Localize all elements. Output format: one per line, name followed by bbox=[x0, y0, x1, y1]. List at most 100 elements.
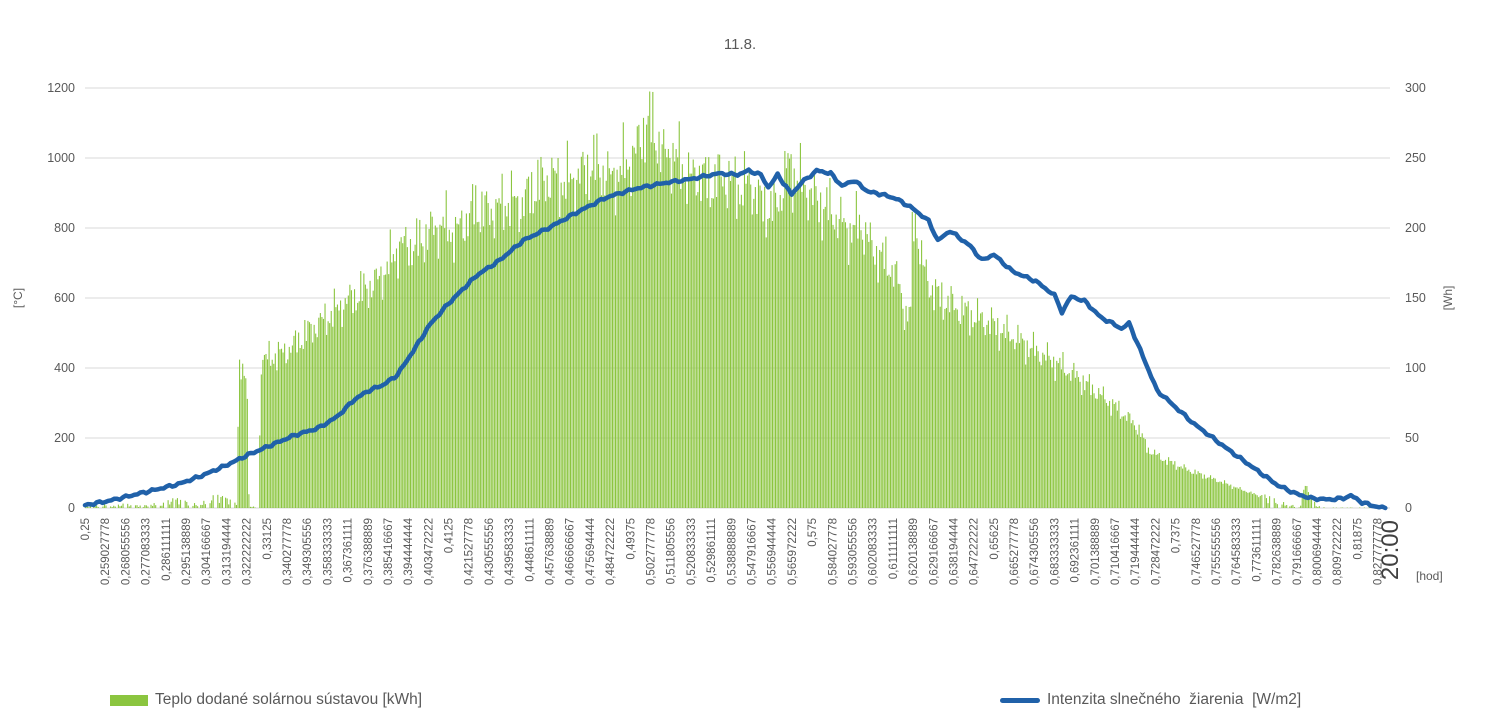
heat-bar bbox=[262, 359, 264, 508]
x-axis-tick: 0,259027778 bbox=[100, 518, 112, 585]
heat-bar bbox=[1036, 345, 1038, 508]
heat-bar bbox=[159, 505, 161, 508]
heat-bar bbox=[804, 184, 806, 508]
heat-bar bbox=[986, 324, 988, 508]
heat-bar bbox=[1264, 494, 1266, 508]
heat-bar bbox=[97, 506, 99, 508]
heat-bar bbox=[916, 238, 918, 509]
heat-bar bbox=[790, 154, 792, 508]
heat-bar bbox=[927, 281, 929, 508]
x-axis-tick: 0,638194444 bbox=[948, 517, 960, 585]
heat-bar bbox=[1121, 416, 1123, 508]
heat-bar bbox=[476, 222, 478, 508]
heat-bar bbox=[1067, 374, 1069, 508]
heat-bar bbox=[162, 502, 165, 508]
heat-bar bbox=[1332, 507, 1334, 508]
heat-bar bbox=[942, 319, 944, 508]
x-axis-tick: 0,547916667 bbox=[746, 518, 758, 585]
heat-bar bbox=[397, 278, 399, 508]
heat-bar bbox=[546, 175, 548, 508]
heat-bar bbox=[543, 180, 545, 509]
heat-bar bbox=[122, 503, 124, 508]
heat-bar bbox=[1368, 507, 1370, 508]
heat-bar bbox=[747, 175, 749, 509]
heat-bar bbox=[1045, 360, 1047, 508]
x-axis-tick: 0,602083333 bbox=[868, 518, 880, 585]
heat-bar bbox=[908, 307, 910, 508]
heat-bar bbox=[482, 226, 485, 508]
heat-bar bbox=[220, 497, 222, 508]
heat-bar bbox=[458, 224, 460, 508]
x-axis-tick: 0,385416667 bbox=[383, 518, 395, 585]
heat-bar bbox=[103, 504, 105, 508]
heat-bar bbox=[1026, 340, 1028, 508]
heat-bar bbox=[195, 505, 197, 508]
heat-bar bbox=[607, 151, 609, 508]
heat-bar bbox=[574, 212, 576, 508]
heat-bar bbox=[259, 435, 261, 508]
heat-bar bbox=[728, 160, 730, 509]
heat-bar bbox=[1154, 449, 1156, 508]
heat-bar bbox=[1177, 466, 1179, 508]
heat-bar bbox=[1199, 472, 1201, 508]
heat-bar bbox=[419, 219, 421, 508]
heat-bar bbox=[830, 214, 833, 508]
heat-bar bbox=[653, 143, 655, 508]
heat-bar bbox=[681, 164, 683, 508]
x-axis-tick: 0,791666667 bbox=[1292, 518, 1304, 585]
heat-bar bbox=[1168, 457, 1170, 508]
heat-bar bbox=[467, 236, 469, 508]
irradiance-line bbox=[82, 167, 1388, 511]
heat-bar bbox=[1031, 347, 1033, 508]
heat-bar bbox=[1239, 487, 1241, 508]
right-axis-tick: 300 bbox=[1405, 81, 1426, 95]
heat-bar bbox=[1039, 361, 1041, 508]
heat-bar bbox=[514, 196, 516, 508]
heat-bar bbox=[176, 498, 178, 508]
heat-bar bbox=[1087, 381, 1089, 508]
heat-bar bbox=[953, 310, 955, 508]
heat-bar bbox=[565, 198, 567, 509]
heat-bar bbox=[816, 200, 819, 509]
heat-bar bbox=[684, 180, 687, 508]
heat-bar bbox=[225, 497, 227, 508]
heat-bar bbox=[711, 198, 713, 508]
heat-bar bbox=[921, 240, 923, 508]
heat-bar bbox=[893, 286, 895, 508]
heat-bar bbox=[1135, 429, 1137, 508]
heat-bar bbox=[764, 186, 766, 509]
heat-bar bbox=[411, 265, 413, 508]
heat-bar bbox=[729, 181, 732, 508]
heat-bar bbox=[361, 300, 363, 508]
heat-bar bbox=[423, 262, 426, 508]
heat-bar bbox=[153, 503, 155, 508]
heat-bar bbox=[886, 275, 888, 508]
heat-bar bbox=[200, 504, 202, 508]
heat-bar bbox=[1000, 333, 1002, 508]
heat-bar bbox=[161, 505, 163, 508]
heat-bar bbox=[1188, 469, 1190, 508]
x-axis-tick: 0,466666667 bbox=[565, 518, 577, 585]
heat-bar bbox=[588, 199, 590, 508]
heat-bar bbox=[1001, 333, 1003, 508]
heat-bar bbox=[1163, 460, 1165, 508]
left-axis-tick: 200 bbox=[54, 431, 75, 445]
heat-bar bbox=[885, 236, 887, 509]
x-axis-tick: 0,584027778 bbox=[827, 518, 839, 585]
right-axis-tick: 250 bbox=[1405, 151, 1426, 165]
heat-bar bbox=[798, 188, 800, 508]
heat-bar bbox=[894, 264, 896, 508]
heat-bar bbox=[917, 248, 920, 509]
heat-bar bbox=[604, 195, 606, 508]
heat-bar bbox=[757, 179, 760, 508]
x-axis-tick: 0,593055556 bbox=[847, 518, 859, 585]
heat-bar bbox=[484, 195, 486, 508]
heat-bar bbox=[924, 266, 926, 508]
heat-bar bbox=[436, 227, 438, 509]
heat-bar bbox=[217, 494, 219, 508]
heat-bar bbox=[552, 168, 554, 508]
heat-bar bbox=[1071, 370, 1073, 508]
heat-bar bbox=[352, 313, 354, 508]
heat-bar bbox=[329, 323, 331, 508]
heat-bar bbox=[501, 173, 503, 508]
